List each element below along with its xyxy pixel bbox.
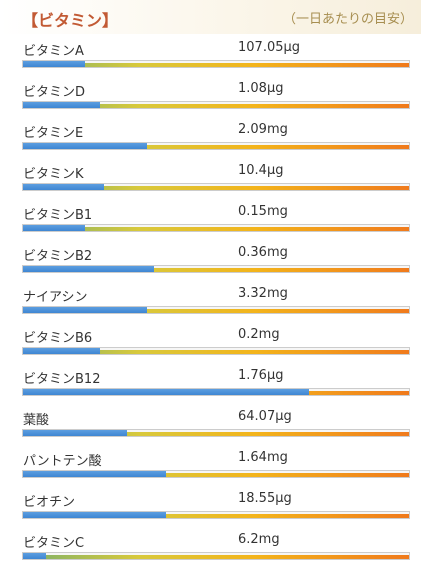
bar-fill [23, 184, 105, 190]
bar-track [23, 227, 409, 231]
vitamin-amount: 1.76μg [238, 368, 284, 383]
vitamin-list: ビタミンA 107.05μg ビタミンD 1.08μg ビタミンE 2.09mg… [0, 34, 421, 567]
vitamin-row-e: ビタミンE 2.09mg [0, 116, 421, 157]
vitamin-amount: 6.2mg [238, 532, 280, 547]
vitamin-amount: 1.08μg [238, 81, 284, 96]
vitamin-amount: 0.36mg [238, 245, 288, 260]
vitamin-row-b1: ビタミンB1 0.15mg [0, 198, 421, 239]
bar-fill [23, 471, 166, 477]
bar-track [23, 104, 409, 108]
bar-fill [23, 430, 128, 436]
amount-bar [22, 552, 410, 560]
vitamin-name: ナイアシン [23, 290, 88, 305]
bar-track [23, 145, 409, 149]
vitamin-row-niacin: ナイアシン 3.32mg [0, 280, 421, 321]
vitamin-amount: 3.32mg [238, 286, 288, 301]
daily-guideline-note: （一日あたりの目安） [282, 12, 413, 27]
amount-bar [22, 142, 410, 150]
vitamin-row-folic-acid: 葉酸 64.07μg [0, 403, 421, 444]
amount-bar [22, 429, 410, 437]
bar-fill [23, 348, 101, 354]
vitamin-name: ビタミンD [23, 85, 86, 100]
amount-bar [22, 306, 410, 314]
section-header: 【ビタミン】 （一日あたりの目安） [0, 0, 421, 34]
vitamin-row-d: ビタミンD 1.08μg [0, 75, 421, 116]
amount-bar [22, 470, 410, 478]
vitamin-name: ビタミンK [23, 167, 84, 182]
bar-track [23, 555, 409, 559]
amount-bar [22, 224, 410, 232]
bar-track [23, 268, 409, 272]
vitamin-name: ビタミンB12 [23, 372, 101, 387]
bar-fill [23, 102, 101, 108]
vitamin-name: パントテン酸 [23, 454, 102, 469]
vitamin-name: ビタミンB6 [23, 331, 93, 346]
amount-bar [22, 388, 410, 396]
vitamin-row-b2: ビタミンB2 0.36mg [0, 239, 421, 280]
vitamin-amount: 18.55μg [238, 491, 292, 506]
vitamin-name: ビタミンE [23, 126, 84, 141]
bar-track [23, 63, 409, 67]
vitamin-amount: 2.09mg [238, 122, 288, 137]
vitamin-name: ビタミンA [23, 44, 84, 59]
vitamin-row-b12: ビタミンB12 1.76μg [0, 362, 421, 403]
bar-track [23, 350, 409, 354]
bar-fill [23, 512, 166, 518]
vitamin-row-b6: ビタミンB6 0.2mg [0, 321, 421, 362]
vitamin-amount: 10.4μg [238, 163, 284, 178]
vitamin-name: ビオチン [23, 495, 76, 510]
vitamin-row-c: ビタミンC 6.2mg [0, 526, 421, 567]
amount-bar [22, 60, 410, 68]
bar-fill [23, 266, 155, 272]
amount-bar [22, 511, 410, 519]
vitamin-row-a: ビタミンA 107.05μg [0, 34, 421, 75]
vitamin-amount: 0.15mg [238, 204, 288, 219]
bar-fill [23, 225, 85, 231]
vitamin-name: ビタミンC [23, 536, 85, 551]
amount-bar [22, 265, 410, 273]
vitamin-amount: 107.05μg [238, 40, 301, 55]
vitamin-row-biotin: ビオチン 18.55μg [0, 485, 421, 526]
amount-bar [22, 347, 410, 355]
bar-fill [23, 389, 309, 395]
vitamin-name: ビタミンB2 [23, 249, 93, 264]
bar-fill [23, 307, 147, 313]
vitamin-amount: 64.07μg [238, 409, 292, 424]
bar-track [23, 186, 409, 190]
vitamin-amount: 1.64mg [238, 450, 288, 465]
bar-track [23, 432, 409, 436]
bar-fill [23, 553, 47, 559]
vitamin-row-k: ビタミンK 10.4μg [0, 157, 421, 198]
vitamin-amount: 0.2mg [238, 327, 280, 342]
bar-track [23, 514, 409, 518]
bar-fill [23, 61, 85, 67]
vitamin-row-pantothenic-acid: パントテン酸 1.64mg [0, 444, 421, 485]
bar-track [23, 473, 409, 477]
vitamin-name: ビタミンB1 [23, 208, 93, 223]
section-title: 【ビタミン】 [22, 11, 119, 30]
bar-fill [23, 143, 147, 149]
amount-bar [22, 101, 410, 109]
bar-track [23, 309, 409, 313]
amount-bar [22, 183, 410, 191]
vitamin-name: 葉酸 [23, 413, 50, 428]
